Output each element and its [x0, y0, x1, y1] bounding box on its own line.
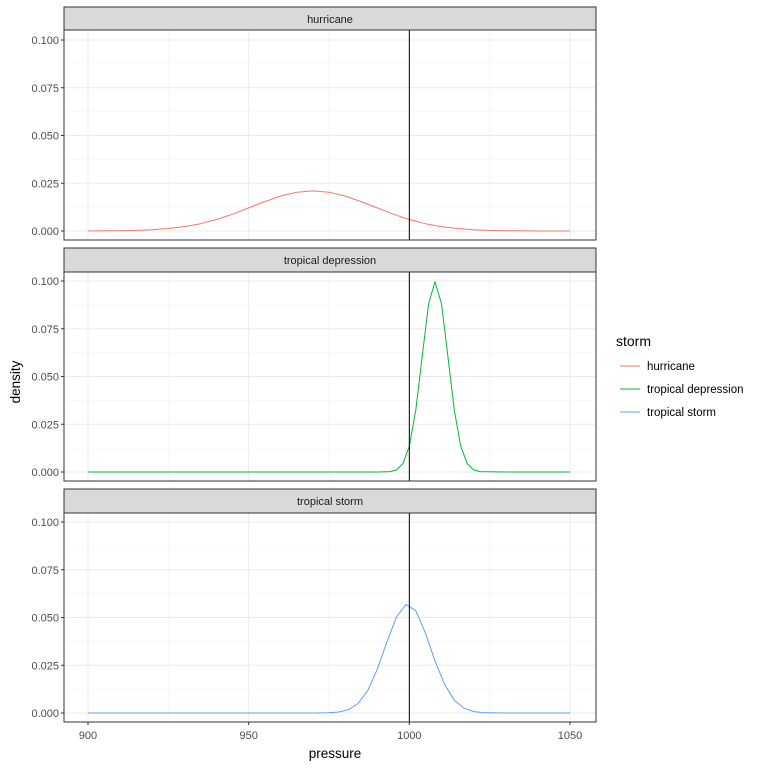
legend-label: tropical depression	[647, 384, 744, 396]
x-tick-label: 1050	[558, 730, 582, 742]
legend-label: tropical storm	[647, 407, 716, 419]
x-axis-title: pressure	[309, 746, 362, 761]
density-line-tropical-depression	[88, 281, 570, 473]
y-tick-label: 0.050	[31, 372, 59, 384]
y-tick-label: 0.000	[31, 467, 59, 479]
y-tick-label: 0.050	[31, 613, 59, 625]
y-tick-label: 0.075	[31, 324, 59, 336]
y-tick-label: 0.075	[31, 83, 59, 95]
facet-panel-tropical-storm: tropical storm 0.000 0.025 0.050 0.075 0.100	[31, 488, 597, 723]
facet-panel-tropical-depression: tropical depression 0.000 0.025 0.050 0.075 0…	[31, 247, 597, 482]
facet-strip-label: tropical storm	[297, 496, 363, 508]
y-tick-label: 0.050	[31, 131, 59, 143]
y-tick-label: 0.100	[31, 35, 59, 47]
x-tick-label: 950	[239, 730, 257, 742]
y-axis-title: density	[8, 360, 23, 403]
legend-label: hurricane	[647, 361, 695, 373]
y-tick-label: 0.100	[31, 517, 59, 529]
y-tick-label: 0.075	[31, 565, 59, 577]
x-tick-label: 1000	[397, 730, 421, 742]
panel-border	[63, 512, 597, 723]
density-line-hurricane	[87, 190, 570, 232]
facet-strip-label: tropical depression	[284, 255, 376, 267]
panel-border	[63, 29, 597, 241]
facet-strip	[63, 247, 597, 273]
density-line-tropical-storm	[88, 604, 570, 714]
y-tick-label: 0.025	[31, 178, 59, 190]
facet-panel-hurricane: hurricane 0.000 0.025 0.050 0.075 0.100	[31, 6, 597, 241]
facet-strip-label: hurricane	[307, 14, 353, 26]
y-tick-label: 0.025	[31, 419, 59, 431]
y-tick-label: 0.025	[31, 660, 59, 672]
y-tick-label: 0.000	[31, 226, 59, 238]
y-tick-label: 0.100	[31, 276, 59, 288]
y-tick-label: 0.000	[31, 708, 59, 720]
legend-title: storm	[616, 333, 651, 349]
panel-border	[63, 271, 597, 482]
x-tick-label: 900	[79, 730, 97, 742]
